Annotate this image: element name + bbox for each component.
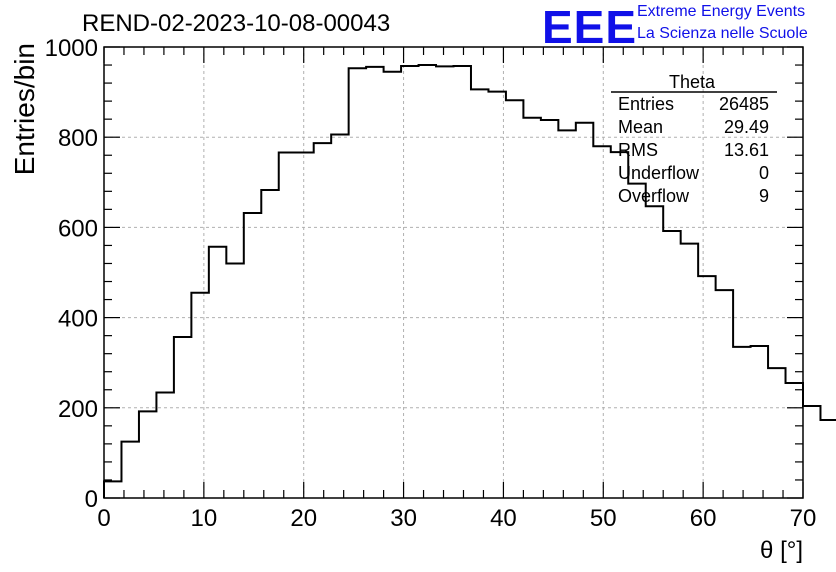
stats-row-value: 13.61 [724, 140, 769, 160]
stats-row-label: Entries [618, 94, 674, 114]
x-tick-label: 40 [490, 505, 517, 532]
x-tick-label: 50 [590, 505, 617, 532]
stats-row-label: Underflow [618, 163, 700, 183]
y-axis-label: Entries/bin [9, 43, 40, 175]
axis-ticks [103, 46, 804, 499]
x-tick-label: 30 [390, 505, 417, 532]
grid-lines [104, 47, 803, 498]
x-tick-label: 60 [690, 505, 717, 532]
x-axis-label: θ [°] [760, 537, 803, 564]
run-title: REND-02-2023-10-08-00043 [82, 10, 391, 37]
stats-row-label: RMS [618, 140, 658, 160]
y-tick-label: 600 [58, 215, 98, 242]
stats-row-value: 9 [759, 186, 769, 206]
histogram-series [103, 64, 836, 498]
y-tick-label: 0 [85, 486, 98, 513]
stats-rows: Entries 26485 Mean 29.49 RMS 13.61 Underflow 0 O… [618, 94, 769, 206]
stats-row-label: Overflow [618, 186, 690, 206]
stats-row-value: 0 [759, 163, 769, 183]
y-tick-label: 200 [58, 396, 98, 423]
plot-frame [103, 46, 804, 499]
statistics-box: Theta Entries 26485 Mean 29.49 RMS 13.61 Under… [611, 72, 777, 206]
logo-line-1: Extreme Energy Events [637, 3, 806, 20]
stats-row-value: 29.49 [724, 117, 769, 137]
y-tick-label: 400 [58, 306, 98, 333]
x-tick-label: 10 [191, 505, 218, 532]
stats-row-value: 26485 [719, 94, 769, 114]
eee-logo-mark: EEE [542, 1, 638, 53]
x-tick-label: 0 [97, 505, 110, 532]
axis-tick-labels: 0 10 20 30 40 50 60 70 0 200 400 600 800 1000 [45, 35, 817, 532]
y-tick-label: 800 [58, 125, 98, 152]
logo-line-2: La Scienza nelle Scuole [637, 25, 808, 42]
stats-title: Theta [669, 72, 716, 92]
y-tick-label: 1000 [45, 35, 98, 62]
x-tick-label: 20 [290, 505, 317, 532]
x-tick-label: 70 [790, 505, 817, 532]
stats-row-label: Mean [618, 117, 663, 137]
